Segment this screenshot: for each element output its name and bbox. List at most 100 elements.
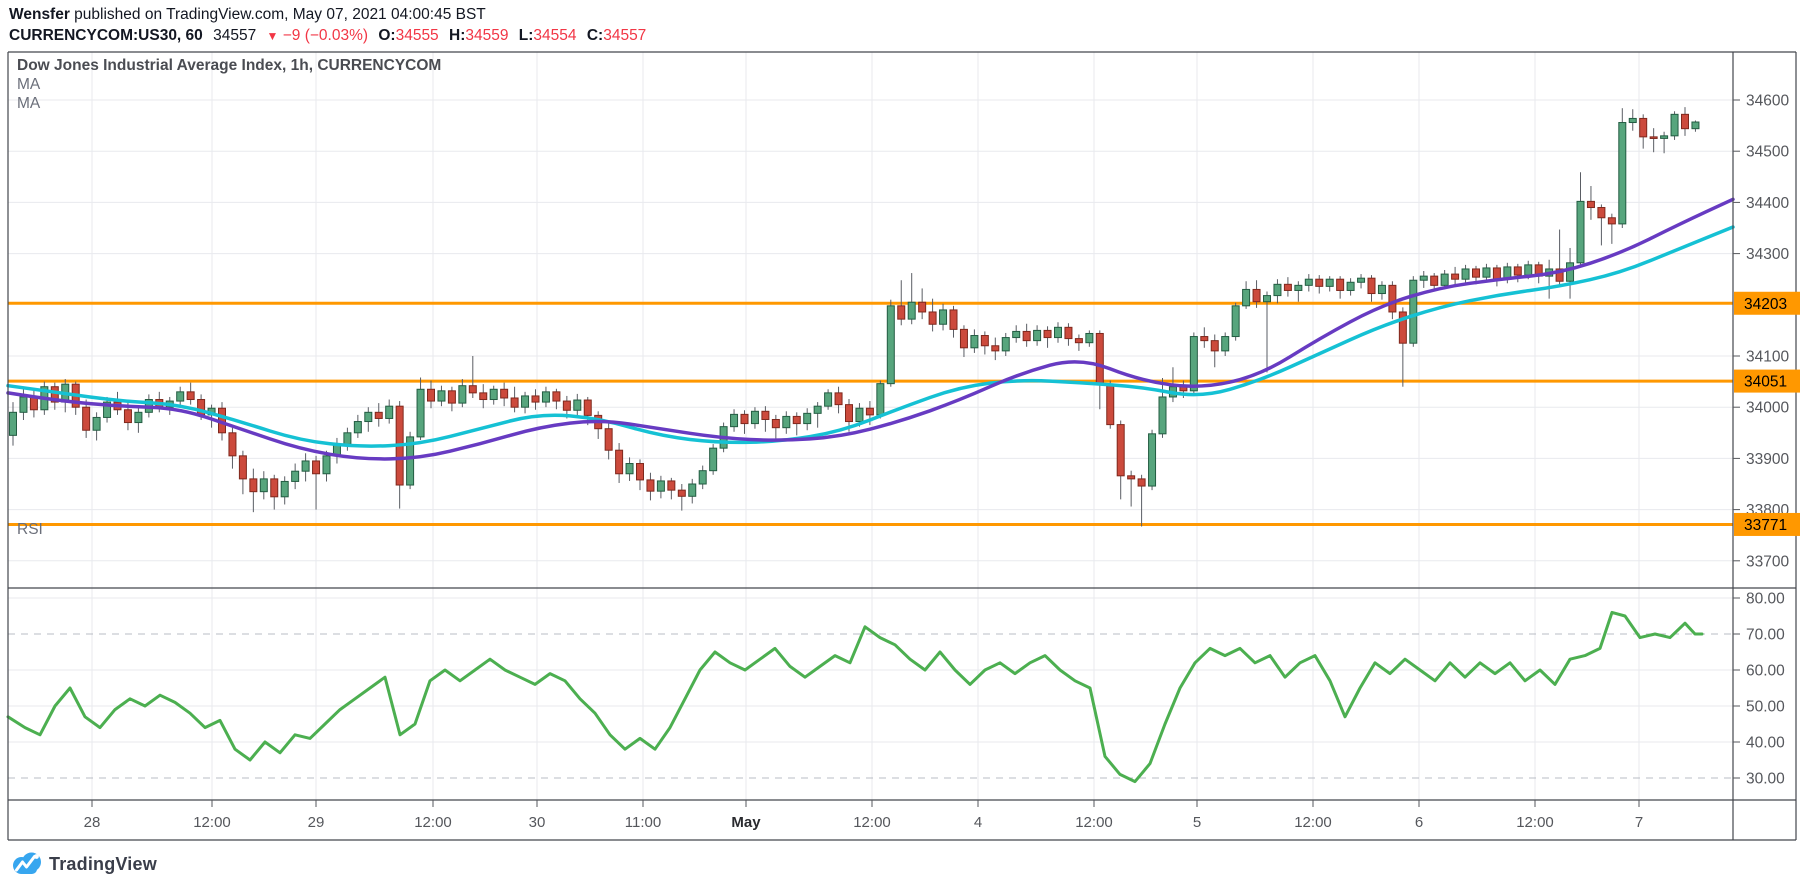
candle-up — [1377, 284, 1386, 295]
tradingview-logo[interactable]: TradingView — [12, 849, 157, 879]
price-axis[interactable]: 3460034500344003430034100340003390033800… — [1733, 93, 1800, 788]
candles-layer — [9, 107, 1700, 527]
price-level-badge — [1734, 369, 1800, 393]
high-label: H: — [449, 27, 466, 44]
candle-down — [615, 449, 624, 475]
candle-down — [1586, 200, 1595, 209]
low-value: 34554 — [533, 27, 577, 44]
candle-up — [1012, 330, 1021, 339]
candle-down — [949, 309, 958, 330]
price-change: −9 (−0.03%) — [282, 27, 369, 44]
time-tick-label: 6 — [1415, 814, 1423, 831]
candle-down — [186, 391, 195, 401]
candle-up — [9, 411, 17, 436]
candle-down — [1607, 217, 1616, 225]
candle-down — [1116, 424, 1125, 477]
candle-up — [1221, 336, 1230, 352]
time-tick-label: 12:00 — [853, 814, 891, 831]
time-tick-label: 30 — [529, 814, 546, 831]
ma-legend-2: MA — [17, 95, 41, 112]
candle-up — [19, 396, 28, 413]
candle-up — [92, 416, 101, 431]
candle-down — [1106, 384, 1115, 426]
close-label: C: — [586, 27, 604, 44]
candle-down — [1398, 311, 1407, 344]
candle-up — [1419, 275, 1428, 281]
candle-down — [1597, 207, 1606, 219]
time-axis[interactable]: 28 12:00 29 12:00 30 11:00 May 12:00 4 12:00 5 12:0… — [84, 800, 1644, 831]
direction-down-icon: ▼ — [266, 29, 279, 43]
candle-down — [1472, 268, 1480, 278]
candle-up — [1273, 283, 1282, 297]
candle-up — [1189, 336, 1198, 392]
close-value: 34557 — [603, 27, 647, 44]
candle-down — [238, 455, 247, 480]
candle-down — [1555, 268, 1564, 282]
time-tick-label: May — [731, 814, 761, 831]
price-tick-label: 34400 — [1746, 195, 1789, 212]
candle-up — [970, 335, 979, 349]
candle-up — [301, 460, 310, 472]
candle-down — [792, 415, 801, 425]
time-tick-label: 7 — [1635, 814, 1643, 831]
candle-down — [1430, 275, 1439, 286]
candle-down — [270, 478, 279, 498]
candle-up — [1085, 332, 1094, 344]
candle-down — [1681, 113, 1689, 130]
candle-up — [688, 483, 697, 497]
candle-down — [636, 463, 644, 481]
candle-up — [458, 385, 467, 404]
candle-up — [364, 411, 373, 423]
candle-up — [343, 432, 352, 445]
ma-line-cyan — [6, 225, 1735, 448]
chart-title: Dow Jones Industrial Average Index, 1h, … — [17, 57, 442, 74]
candle-up — [259, 478, 268, 493]
candle-down — [374, 411, 383, 419]
rsi-tick-label: 40.00 — [1746, 735, 1785, 752]
candle-up — [416, 388, 425, 438]
price-level-badge — [1734, 512, 1800, 536]
candle-up — [656, 480, 665, 492]
candle-down — [1513, 266, 1522, 276]
candle-up — [824, 392, 833, 407]
price-level-badge-value: 33771 — [1744, 517, 1787, 534]
candle-up — [1001, 337, 1010, 352]
candle-down — [1315, 278, 1324, 287]
candle-down — [500, 388, 509, 399]
candle-up — [1409, 279, 1418, 344]
candle-up — [541, 391, 550, 403]
price-level-badge-value: 34203 — [1744, 296, 1787, 313]
open-value: 34555 — [395, 27, 439, 44]
candle-down — [123, 409, 132, 424]
time-tick-label: 12:00 — [1075, 814, 1113, 831]
rsi-legend: RSI — [17, 521, 43, 538]
candle-up — [406, 436, 415, 486]
candle-up — [625, 463, 634, 475]
candle-up — [750, 410, 759, 425]
candle-down — [1095, 332, 1104, 386]
candle-down — [991, 345, 1000, 352]
candle-up — [886, 305, 895, 385]
last-price: 34557 — [213, 27, 257, 44]
candle-up — [176, 391, 185, 402]
candle-up — [730, 413, 739, 428]
candle-down — [510, 397, 519, 408]
candle-down — [1200, 336, 1209, 342]
price-tick-label: 34600 — [1746, 93, 1789, 110]
candle-up — [437, 390, 446, 402]
candle-down — [918, 301, 927, 313]
candle-down — [228, 432, 237, 457]
candle-up — [1628, 117, 1637, 124]
candle-up — [1524, 264, 1533, 276]
candle-up — [1346, 281, 1355, 291]
candle-up — [1660, 135, 1669, 139]
candle-up — [1231, 305, 1240, 338]
high-value: 34559 — [465, 27, 509, 44]
candle-up — [134, 411, 143, 424]
candle-down — [583, 399, 592, 416]
candle-down — [1388, 284, 1397, 313]
candle-down — [1210, 340, 1219, 352]
candle-up — [1566, 262, 1575, 282]
candle-up — [876, 383, 885, 416]
